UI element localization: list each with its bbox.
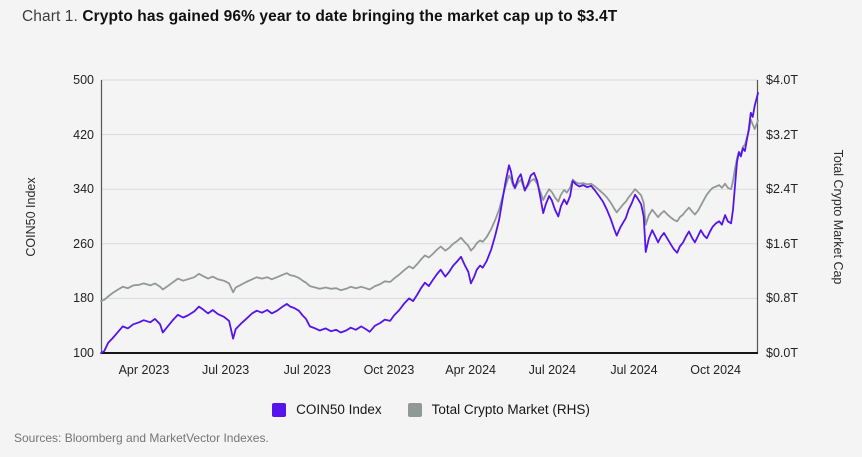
- right-axis-tick-label: $0.0T: [766, 346, 798, 360]
- x-axis-tick-label: Oct 2023: [363, 363, 415, 377]
- x-axis-tick-label: Jul 2023: [201, 363, 250, 377]
- x-axis-tick-label: Apr 2024: [445, 363, 496, 377]
- series-line-coin50: [100, 92, 759, 354]
- legend-label-total-market: Total Crypto Market (RHS): [431, 402, 590, 417]
- right-axis-tick-label: $0.8T: [766, 291, 798, 306]
- left-axis-tick-label: 420: [73, 127, 94, 142]
- series-line-total-market: [100, 118, 759, 303]
- sources-note: Sources: Bloomberg and MarketVector Inde…: [14, 431, 269, 445]
- left-axis-tick-label: 260: [73, 236, 94, 251]
- legend: COIN50 Index Total Crypto Market (RHS): [0, 402, 862, 417]
- x-axis-tick-label: Jul 2023: [283, 363, 331, 377]
- right-axis-tick-label: $2.4T: [766, 182, 798, 197]
- x-axis-tick-label: Oct 2024: [690, 363, 741, 377]
- legend-label-coin50: COIN50 Index: [296, 402, 382, 417]
- chart-headline: Crypto has gained 96% year to date bring…: [82, 8, 618, 25]
- left-axis-tick-label: 340: [73, 182, 94, 197]
- chart-number-label: Chart 1.: [22, 8, 83, 25]
- right-axis-tick-label: $4.0T: [766, 73, 798, 87]
- legend-item-coin50: COIN50 Index: [272, 402, 382, 417]
- coin50-legend-swatch-icon: [272, 402, 287, 417]
- right-axis-tick-label: $3.2T: [766, 127, 798, 142]
- left-axis-tick-label: 180: [73, 291, 94, 306]
- x-axis-tick-label: Apr 2023: [118, 363, 170, 377]
- x-axis-tick-label: Jul 2024: [610, 363, 658, 377]
- right-axis-tick-label: $1.6T: [766, 236, 798, 251]
- left-axis-tick-label: 500: [73, 73, 94, 87]
- chart-title: Chart 1. Crypto has gained 96% year to d…: [22, 8, 617, 26]
- total-market-legend-swatch-icon: [407, 402, 422, 417]
- legend-item-total-market: Total Crypto Market (RHS): [407, 402, 590, 417]
- x-axis-tick-label: Jul 2024: [528, 363, 576, 377]
- left-axis-tick-label: 100: [73, 346, 94, 360]
